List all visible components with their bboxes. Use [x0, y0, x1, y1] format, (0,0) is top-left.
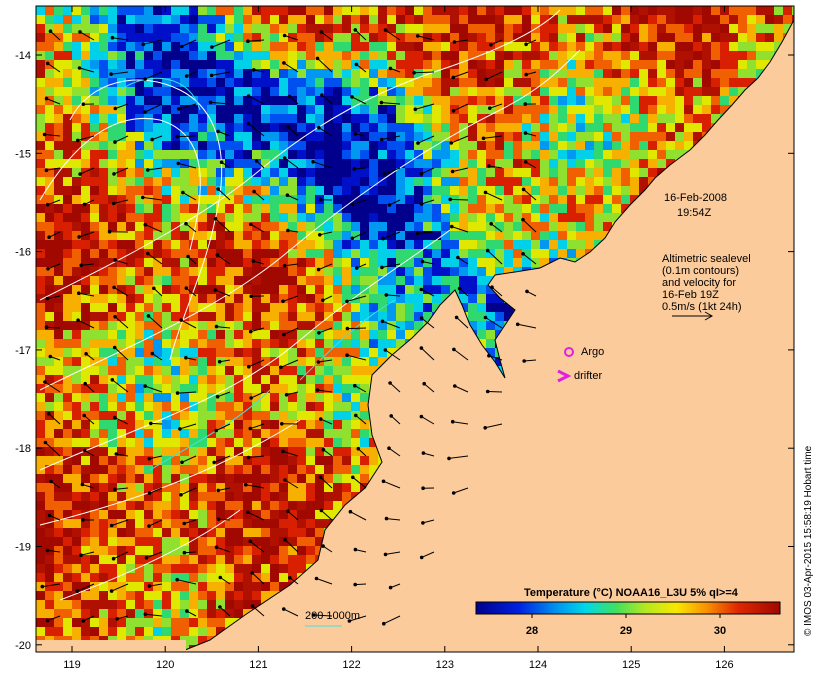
colorbar-tick-label: 30: [714, 625, 726, 637]
x-tick-label: 122: [342, 659, 360, 671]
frame-bottom-fill: [36, 640, 186, 652]
y-tick-label: -14: [15, 50, 31, 62]
velocity-arrows: [40, 28, 537, 626]
y-tick-label: -15: [15, 148, 31, 160]
x-tick-label: 125: [622, 659, 640, 671]
x-tick-label: 121: [249, 659, 267, 671]
argo-label: Argo: [581, 346, 604, 358]
x-tick-label: 123: [436, 659, 454, 671]
colorbar-tick-label: 29: [620, 625, 632, 637]
y-tick-label: -19: [15, 542, 31, 554]
colorbar-gradient: [475, 601, 781, 615]
time-label: 19:54Z: [677, 207, 712, 219]
drifter-label: drifter: [574, 370, 602, 382]
y-tick-label: -17: [15, 345, 31, 357]
colorbar-tick-label: 28: [526, 625, 538, 637]
plot-border: [35, 5, 795, 653]
y-axis: -14 -15 -16 -17 -18 -19 -20: [15, 50, 794, 652]
date-label: 16-Feb-2008: [664, 192, 727, 204]
sealevel-contours: [39, 9, 581, 601]
land-mass: [179, 6, 794, 652]
x-tick-label: 124: [529, 659, 547, 671]
x-axis: 119 120 121 122 123 124 125 126: [63, 6, 734, 671]
depth-scale-label: 200 1000m: [305, 610, 360, 622]
scale-arrow-head: [704, 311, 714, 321]
y-tick-label: -20: [15, 640, 31, 652]
x-tick-label: 119: [63, 659, 81, 671]
y-tick-label: -16: [15, 247, 31, 259]
y-tick-label: -18: [15, 443, 31, 455]
colorbar: Temperature (°C) NOAA16_L3U 5% qI>=4 28 2…: [475, 587, 781, 637]
credit-text: © IMOS 03-Apr-2015 15:58:19 Hobart time: [803, 445, 814, 636]
x-tick-label: 120: [156, 659, 174, 671]
x-tick-label: 126: [715, 659, 733, 671]
altimetry-legend: Altimetric sealevel (0.1m contours) and …: [662, 253, 751, 321]
drifter-marker: [557, 369, 572, 383]
argo-marker: [564, 347, 574, 357]
